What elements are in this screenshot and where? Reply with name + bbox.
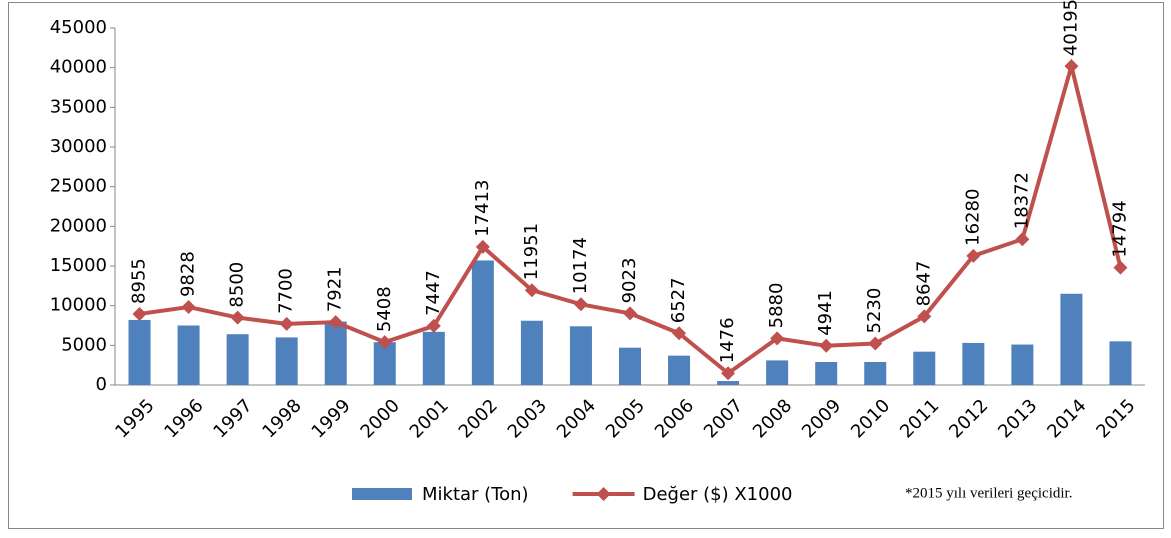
marker <box>868 336 883 351</box>
data-label: 6527 <box>668 277 689 323</box>
y-tick-label: 15000 <box>50 255 107 276</box>
data-label: 8500 <box>227 262 248 308</box>
bar <box>471 260 494 385</box>
y-tick-label: 10000 <box>50 295 107 316</box>
data-label: 8955 <box>129 258 150 304</box>
legend-marker <box>596 487 611 501</box>
bar <box>275 337 298 385</box>
bar <box>1109 341 1132 385</box>
bar <box>717 381 740 385</box>
marker <box>426 318 441 333</box>
y-tick-label: 20000 <box>50 215 107 236</box>
bar <box>373 342 396 385</box>
marker <box>524 283 539 298</box>
bar <box>1060 293 1083 385</box>
data-label: 5230 <box>864 288 885 334</box>
data-label: 16280 <box>962 189 983 246</box>
data-label: 8647 <box>913 261 934 307</box>
bar <box>324 321 347 385</box>
data-label: 9828 <box>178 251 199 297</box>
legend-swatch <box>352 488 412 500</box>
marker <box>623 306 637 321</box>
y-tick-label: 35000 <box>50 96 107 117</box>
marker <box>377 335 392 350</box>
data-label: 14794 <box>1109 200 1130 257</box>
data-label: 9023 <box>619 258 640 304</box>
marker <box>1064 59 1079 74</box>
bar <box>128 319 151 385</box>
data-label: 7447 <box>423 270 444 316</box>
data-label: 4941 <box>815 290 836 336</box>
bar <box>177 325 200 385</box>
bar <box>668 355 691 385</box>
marker <box>1015 232 1030 247</box>
legend-label: Miktar (Ton) <box>422 484 529 505</box>
bar <box>815 361 838 385</box>
y-tick-label: 0 <box>96 374 107 395</box>
y-tick-label: 5000 <box>61 334 107 355</box>
marker <box>1113 260 1128 275</box>
bar <box>962 342 985 385</box>
note: *2015 yılı verileri geçicidir. <box>905 485 1072 501</box>
marker <box>721 366 736 381</box>
marker <box>917 309 932 324</box>
bar <box>619 347 641 385</box>
y-tick-label: 25000 <box>50 176 107 197</box>
bar <box>1011 344 1034 385</box>
marker <box>181 300 196 315</box>
marker <box>966 248 981 263</box>
bar <box>226 334 249 385</box>
marker <box>279 316 294 331</box>
data-label: 7700 <box>276 268 297 314</box>
marker <box>573 297 588 312</box>
bar <box>422 331 445 385</box>
data-label: 5880 <box>766 283 787 329</box>
data-label: 10174 <box>570 237 591 294</box>
y-tick-label: 45000 <box>50 17 107 38</box>
data-label: 5408 <box>374 286 395 332</box>
bar <box>520 320 543 385</box>
bar <box>569 326 592 385</box>
data-label: 7921 <box>325 266 346 312</box>
data-label: 11951 <box>521 223 542 280</box>
marker <box>819 338 834 353</box>
bar <box>864 361 887 385</box>
y-tick-label: 30000 <box>50 136 107 157</box>
legend-label: Değer ($) X1000 <box>643 484 793 505</box>
y-tick-label: 40000 <box>50 57 107 78</box>
data-label: 18372 <box>1011 172 1032 229</box>
marker <box>475 239 490 254</box>
marker <box>328 315 343 330</box>
marker <box>672 326 687 341</box>
bar <box>766 360 789 385</box>
marker <box>770 331 785 346</box>
marker <box>230 310 245 325</box>
bar <box>913 351 936 385</box>
data-label: 40195 <box>1060 0 1081 56</box>
data-label: 17413 <box>472 180 493 237</box>
data-label: 1476 <box>717 317 738 363</box>
chart-frame <box>8 2 1164 529</box>
marker <box>132 306 147 321</box>
